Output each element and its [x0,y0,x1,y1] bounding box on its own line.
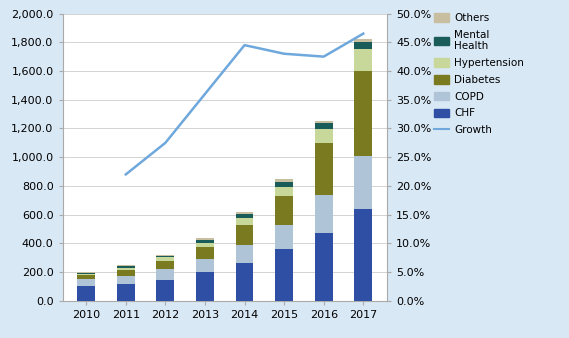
Bar [117,265,135,266]
Bar [315,123,333,129]
Bar [315,233,333,301]
Bar [117,270,135,276]
Bar [236,245,253,264]
Bar [117,268,135,270]
Bar [275,249,293,301]
Bar [77,272,95,273]
Bar [196,240,214,243]
Bar [354,71,372,156]
Bar [354,156,372,209]
Bar [315,129,333,143]
Bar [156,269,174,280]
Bar [275,187,293,196]
Bar [77,287,95,301]
Bar [196,239,214,240]
Bar [236,218,253,225]
Bar [315,143,333,195]
Bar [236,214,253,218]
Bar [117,284,135,301]
Bar [354,209,372,301]
Bar [236,225,253,245]
Bar [77,279,95,287]
Bar [117,266,135,268]
Bar [315,195,333,233]
Bar [196,247,214,259]
Bar [315,121,333,123]
Bar [236,213,253,214]
Bar [275,225,293,249]
Bar [196,243,214,247]
Bar [236,264,253,301]
Bar [275,196,293,225]
Bar [117,276,135,284]
Bar [156,255,174,256]
Bar [77,273,95,275]
Bar [275,182,293,187]
Bar [354,39,372,42]
Bar [77,275,95,279]
Bar [156,280,174,301]
Bar [354,49,372,71]
Legend: Others, Mental
Health, Hypertension, Diabetes, COPD, CHF, Growth: Others, Mental Health, Hypertension, Dia… [434,13,524,135]
Bar [156,261,174,269]
Bar [156,256,174,258]
Bar [354,42,372,49]
Bar [196,272,214,301]
Bar [156,258,174,261]
Bar [196,259,214,272]
Bar [275,179,293,182]
